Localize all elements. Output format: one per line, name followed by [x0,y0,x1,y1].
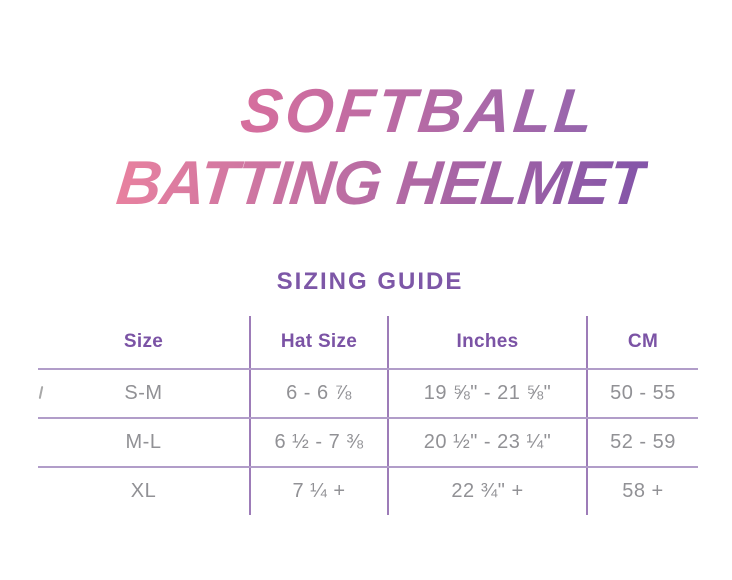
inches-value: 20 ½" - 23 ¼" [387,419,586,466]
size-value: XL [130,480,157,502]
inches-value: 22 ¾" + [387,468,586,515]
table-row-ml: M-L 6 ½ - 7 ⅜ 20 ½" - 23 ¼" 52 - 59 [38,419,698,468]
product-title-line2-text: BATTING HELMET [113,146,650,222]
column-header-size: Size [123,331,164,352]
size-value: M-L [125,431,162,453]
hat-size-value: 6 - 6 ⅞ [249,370,387,417]
product-title: SOFTBALL BATTING HELMET [0,77,732,222]
table-header-row: Size Hat Size Inches CM [38,316,698,370]
cm-value: 52 - 59 [586,419,698,466]
product-title-line2: BATTING HELMET [16,146,732,222]
product-title-line1: SOFTBALL [52,77,732,146]
cm-value: 50 - 55 [586,370,698,417]
column-header-hat-size: Hat Size [249,316,387,368]
product-title-line1-text: SOFTBALL [237,77,599,146]
cm-value: 58 + [586,468,698,515]
table-row-sm: S-M 6 - 6 ⅞ 19 ⅝" - 21 ⅝" 50 - 55 [38,370,698,419]
sizing-table: Size Hat Size Inches CM S-M 6 - 6 ⅞ 19 ⅝… [38,316,698,515]
sizing-guide-heading: SIZING GUIDE [276,268,464,295]
hat-size-value: 6 ½ - 7 ⅜ [249,419,387,466]
inches-value: 19 ⅝" - 21 ⅝" [387,370,586,417]
hat-size-value: 7 ¼ + [249,468,387,515]
column-header-cm: CM [586,316,698,368]
size-value: S-M [124,382,163,404]
column-header-inches: Inches [387,316,586,368]
table-row-xl: XL 7 ¼ + 22 ¾" + 58 + [38,468,698,515]
